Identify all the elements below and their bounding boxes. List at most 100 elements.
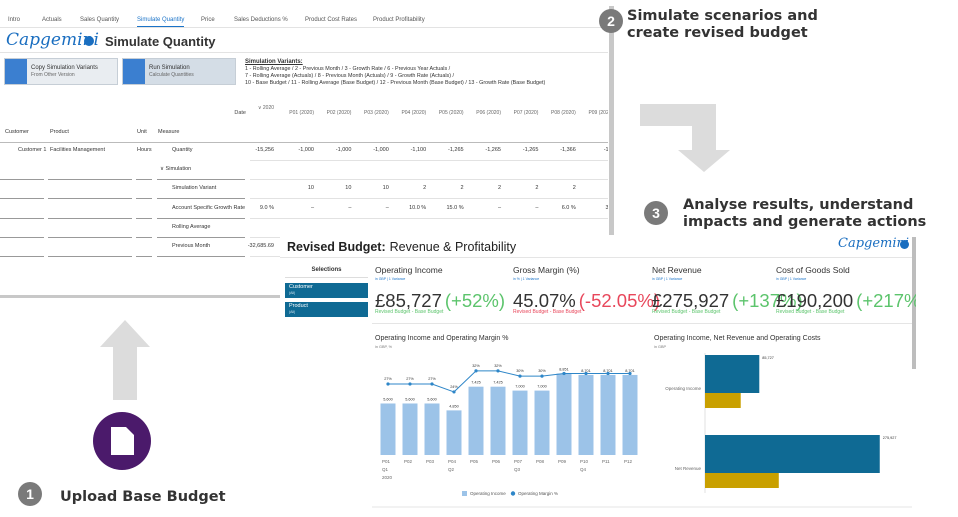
bar-label: 5,600 [427, 397, 437, 401]
chart-unit: in GBP [654, 345, 666, 349]
title-bold: Revised Budget: [287, 240, 386, 254]
bar [446, 410, 462, 455]
tab[interactable]: Product Cost Rates [305, 17, 358, 23]
title-rest: Revenue & Profitability [389, 240, 517, 254]
tab[interactable]: Simulate Quantity [137, 17, 185, 27]
quarter-label: Q1 [382, 467, 389, 472]
column-header: P08 (2020) [551, 110, 576, 116]
bar-label: 5,600 [383, 397, 393, 401]
variants-line: 1 - Rolling Average / 2 - Previous Month… [245, 66, 451, 72]
point-label: 27% [406, 377, 414, 381]
bar-label: 7,425 [493, 381, 503, 385]
kpi-change: (+217%) [856, 290, 916, 311]
date-label: Date [234, 110, 246, 116]
button-label: Copy Simulation Variants [31, 65, 98, 71]
value-cell: -1,000 [298, 147, 314, 153]
row-line [250, 218, 608, 219]
row-line [250, 198, 608, 199]
cell-line [136, 237, 152, 238]
x-tick-label: P12 [624, 459, 633, 464]
tab[interactable]: Price [201, 17, 215, 23]
value-cell: -1,366 [560, 147, 576, 153]
header-line [280, 257, 912, 258]
column-header: P02 (2020) [326, 110, 352, 116]
kpi-note: Revised Budget - Base Budget [652, 309, 721, 315]
app-edge [609, 6, 614, 298]
tab[interactable]: Product Profitability [373, 17, 425, 23]
kpi-number: £190,200 [776, 290, 854, 311]
line-point [628, 371, 632, 376]
cell-line [48, 198, 132, 199]
button-icon [5, 59, 27, 84]
kpi-number: 45.07% [513, 290, 576, 311]
cell-line [0, 218, 44, 219]
column-header: P04 (2020) [401, 110, 427, 116]
dim-cell: Hours [137, 147, 152, 153]
kpi-note: Revised Budget - Base Budget [375, 309, 444, 315]
divider [372, 323, 912, 324]
quarter-label: Q4 [580, 467, 587, 472]
cell-line [136, 256, 152, 257]
variants-line: 7 - Rolling Average (Actuals) / 8 - Prev… [245, 73, 455, 79]
button[interactable]: Copy Simulation Variants From Other Versi… [4, 58, 118, 85]
arrow [100, 320, 150, 400]
x-tick-label: P01 [382, 459, 391, 464]
value-cell: 2 [535, 185, 539, 191]
point-label: 27% [384, 377, 392, 381]
point-label: 32% [494, 364, 502, 368]
column-header: ∨ 2020 [257, 105, 274, 111]
kpi-title: Operating Income [375, 265, 443, 275]
x-tick-label: P08 [536, 459, 545, 464]
tab[interactable]: Sales Quantity [80, 17, 120, 23]
cell-line [48, 218, 132, 219]
button[interactable]: Run Simulation Calculate Quantities [122, 58, 236, 85]
line-point [540, 374, 544, 378]
year-label: 2020 [382, 475, 393, 480]
tab[interactable]: Intro [8, 17, 21, 23]
quarter-label: Q2 [448, 467, 455, 472]
tab[interactable]: Actuals [42, 17, 62, 23]
variants-title: Simulation Variants: [245, 59, 303, 65]
tab[interactable]: Sales Deductions % [234, 17, 288, 23]
charts: Operating Income and Operating Margin % i… [372, 335, 912, 508]
point-label: 24% [450, 385, 458, 389]
column-header: P07 (2020) [513, 110, 539, 116]
cell-line [0, 179, 44, 180]
x-tick-label: P11 [602, 459, 610, 464]
bar [534, 390, 550, 455]
bar [380, 403, 396, 455]
bar-label: 85,727 [762, 356, 774, 360]
selection-item[interactable]: Product (All) [285, 302, 368, 317]
kpi-title: Net Revenue [652, 265, 702, 275]
value-cell: -1,265 [522, 147, 539, 153]
bar [512, 390, 528, 455]
selection-item[interactable]: Customer (All) [285, 283, 368, 298]
column-header: P05 (2020) [438, 110, 464, 116]
cell-line [157, 256, 245, 257]
dim-cell: Customer 1 [18, 147, 47, 153]
row-line [250, 179, 608, 180]
column-header: P09 (2020) [588, 110, 608, 116]
logo: Capgemini [838, 236, 910, 251]
value-cell: – [497, 205, 501, 211]
measure-cell: Quantity [172, 147, 193, 153]
legend-label: Operating Income [470, 491, 506, 496]
logo-mark [84, 36, 94, 46]
dim-header: Customer [5, 129, 29, 135]
variants-line: 10 - Base Budget / 11 - Rolling Average … [245, 80, 546, 86]
x-tick-label: P02 [404, 459, 413, 464]
bar-label: 5,600 [405, 397, 415, 401]
kpi-note: Revised Budget - Base Budget [776, 309, 845, 315]
page-title: Simulate Quantity [105, 34, 216, 49]
dim-header: Unit [137, 129, 147, 135]
logo-mark [900, 240, 909, 249]
bar-label: 7,425 [471, 381, 481, 385]
legend-swatch [510, 491, 516, 496]
x-tick-label: P09 [558, 459, 567, 464]
measure-cell: Account Specific Growth Rate [172, 205, 246, 211]
kpi-value: £190,200(+217%) [776, 290, 916, 311]
bar [402, 403, 418, 455]
measure-cell: Rolling Average [172, 224, 211, 230]
